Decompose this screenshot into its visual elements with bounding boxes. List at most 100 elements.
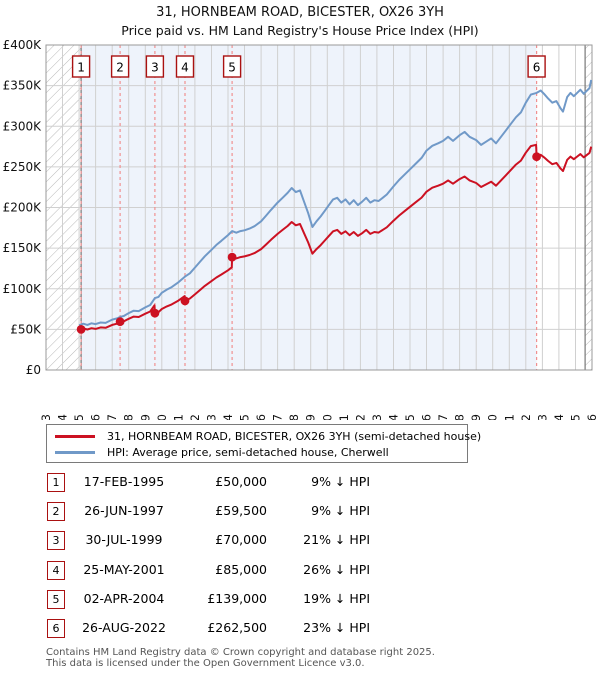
svg-text:2010: 2010 — [320, 414, 334, 420]
sale-row: 5 02-APR-2004 £139,000 19% ↓ HPI — [0, 589, 600, 610]
svg-text:2002: 2002 — [188, 414, 202, 420]
x-axis-labels: 1993199419951996199719981999200020012002… — [39, 414, 599, 443]
price-line — [80, 143, 593, 331]
svg-text:3: 3 — [151, 61, 159, 75]
chart-canvas: 1 2 3 4 5 6 £0 £50K £100K £150K £200K £250K £300K £35… — [3, 38, 599, 443]
sale-hpi-delta: 9% ↓ HPI — [311, 503, 370, 519]
svg-text:2000: 2000 — [155, 414, 169, 420]
svg-text:£150K: £150K — [3, 241, 43, 255]
svg-text:£100K: £100K — [3, 282, 43, 296]
legend-entry-price: 31, HORNBEAM ROAD, BICESTER, OX26 3YH (s… — [47, 428, 481, 444]
legend-line-swatch — [55, 450, 95, 454]
page-subtitle: Price paid vs. HM Land Registry's House … — [121, 23, 479, 38]
plot-border — [45, 44, 593, 371]
sale-price: £139,000 — [207, 590, 267, 606]
chart-legend: 31, HORNBEAM ROAD, BICESTER, OX26 3YH (s… — [46, 424, 481, 463]
sale-price: £59,500 — [215, 503, 267, 519]
sale-hpi-delta: 21% ↓ HPI — [303, 532, 370, 548]
svg-text:2013: 2013 — [370, 414, 384, 420]
page-title: 31, HORNBEAM ROAD, BICESTER, OX26 3YH — [156, 5, 444, 20]
svg-text:2: 2 — [116, 61, 124, 75]
footer-line-1: Contains HM Land Registry data © Crown c… — [46, 647, 435, 658]
svg-text:2016: 2016 — [420, 414, 434, 420]
svg-text:2004: 2004 — [221, 414, 235, 420]
sale-date: 02-APR-2004 — [83, 590, 165, 606]
svg-text:2001: 2001 — [171, 414, 185, 420]
svg-text:2023: 2023 — [535, 414, 549, 420]
svg-text:2026: 2026 — [585, 414, 599, 420]
svg-text:1998: 1998 — [122, 414, 136, 420]
svg-text:2014: 2014 — [387, 414, 401, 420]
sale-price: £262,500 — [207, 620, 267, 635]
sale-price: £70,000 — [215, 532, 267, 548]
legend-entry-hpi: HPI: Average price, semi-detached house,… — [47, 444, 467, 460]
sale-number-badge: 2 — [47, 502, 65, 522]
sale-markers — [76, 152, 541, 334]
hpi-line — [78, 79, 593, 327]
legend-label: HPI: Average price, semi-detached house,… — [107, 445, 389, 459]
svg-text:1999: 1999 — [138, 414, 152, 420]
sale-date: 26-JUN-1997 — [84, 503, 164, 519]
svg-text:£50K: £50K — [10, 322, 42, 336]
sale-number-badge: 6 — [47, 619, 65, 638]
svg-text:2008: 2008 — [287, 414, 301, 420]
svg-text:2020: 2020 — [486, 414, 500, 420]
svg-text:2022: 2022 — [519, 414, 533, 420]
license-footer: Contains HM Land Registry data © Crown c… — [46, 647, 435, 669]
svg-text:2024: 2024 — [552, 414, 566, 420]
svg-text:1: 1 — [77, 61, 85, 75]
svg-text:2017: 2017 — [436, 414, 450, 420]
svg-text:2018: 2018 — [453, 414, 467, 420]
price-history-chart: 1 2 3 4 5 6 £0 £50K £100K £150K £200K £250K £300K £35… — [3, 38, 599, 443]
legend-label: 31, HORNBEAM ROAD, BICESTER, OX26 3YH (s… — [107, 429, 482, 443]
svg-text:2009: 2009 — [304, 414, 318, 420]
svg-text:1996: 1996 — [89, 414, 103, 420]
svg-text:6: 6 — [533, 61, 541, 75]
sale-hpi-delta: 19% ↓ HPI — [303, 590, 370, 606]
sale-hpi-delta: 26% ↓ HPI — [303, 561, 370, 577]
sale-date: 17-FEB-1995 — [83, 474, 165, 489]
sale-number-badge: 3 — [47, 531, 65, 551]
svg-text:1997: 1997 — [105, 414, 119, 420]
sale-row: 3 30-JUL-1999 £70,000 21% ↓ HPI — [0, 531, 600, 551]
svg-text:2003: 2003 — [205, 414, 219, 420]
svg-text:1993: 1993 — [39, 414, 53, 420]
svg-text:2006: 2006 — [254, 414, 268, 420]
svg-text:£350K: £350K — [3, 79, 43, 93]
sale-date: 26-AUG-2022 — [82, 620, 166, 635]
sale-date: 30-JUL-1999 — [85, 532, 163, 548]
legend-line-swatch — [55, 434, 95, 438]
svg-text:2007: 2007 — [271, 414, 285, 420]
sale-hpi-delta: 9% ↓ HPI — [311, 474, 370, 489]
svg-text:2015: 2015 — [403, 414, 417, 420]
sale-hpi-delta: 23% ↓ HPI — [303, 620, 370, 635]
svg-text:2025: 2025 — [569, 414, 583, 420]
svg-text:2021: 2021 — [502, 414, 516, 420]
sale-price: £85,000 — [215, 561, 267, 577]
svg-text:£250K: £250K — [3, 160, 43, 174]
svg-text:£200K: £200K — [3, 201, 43, 215]
svg-text:2005: 2005 — [238, 414, 252, 420]
sale-number-boxes: 1 2 3 4 5 6 — [71, 55, 546, 78]
svg-text:£400K: £400K — [3, 38, 43, 52]
svg-text:£0: £0 — [26, 363, 41, 377]
sale-number-badge: 5 — [47, 589, 65, 609]
sale-row: 4 25-MAY-2001 £85,000 26% ↓ HPI — [0, 560, 600, 581]
svg-text:£300K: £300K — [3, 119, 43, 133]
sale-number-badge: 4 — [47, 560, 65, 580]
sale-row: 2 26-JUN-1997 £59,500 9% ↓ HPI — [0, 502, 600, 522]
sale-date: 25-MAY-2001 — [83, 561, 165, 577]
svg-text:2011: 2011 — [337, 414, 351, 420]
sale-row: 6 26-AUG-2022 £262,500 23% ↓ HPI — [0, 619, 600, 639]
svg-text:4: 4 — [181, 61, 189, 75]
svg-text:2012: 2012 — [353, 414, 367, 420]
sale-row: 1 17-FEB-1995 £50,000 9% ↓ HPI — [0, 473, 600, 493]
sale-price: £50,000 — [215, 474, 267, 489]
footer-line-2: This data is licensed under the Open Gov… — [46, 658, 365, 669]
sale-number-badge: 1 — [47, 473, 65, 492]
svg-text:1994: 1994 — [56, 414, 70, 420]
y-axis-labels: £0 £50K £100K £150K £200K £250K £300K £350K £400… — [3, 38, 43, 377]
svg-text:1995: 1995 — [72, 414, 86, 420]
svg-text:5: 5 — [228, 61, 236, 75]
